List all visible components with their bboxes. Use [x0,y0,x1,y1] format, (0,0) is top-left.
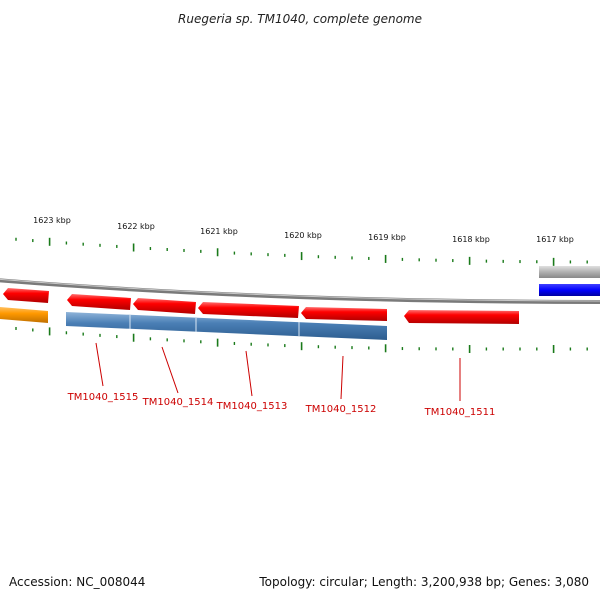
reverse-gene-band[interactable] [66,312,387,340]
scale-label-1621: 1621 kbp [200,227,238,236]
scale-label-1623: 1623 kbp [33,216,71,225]
forward-gene-1513[interactable] [198,302,299,318]
scale-label-1619: 1619 kbp [368,233,406,242]
scale-labels: 1623 kbp 1622 kbp 1621 kbp 1620 kbp 1619… [33,216,574,244]
accession-text: Accession: NC_008044 [9,575,146,589]
forward-gene-1512[interactable] [301,307,387,321]
inner-scale-ticks [15,326,588,353]
gene-label-1514[interactable]: TM1040_1514 [142,397,214,408]
genome-title: Ruegeria sp. TM1040, complete genome [178,12,422,26]
orange-feature[interactable] [0,307,48,323]
blue-feature[interactable] [539,284,600,296]
gene-label-1513[interactable]: TM1040_1513 [216,401,288,412]
gene-label-1515[interactable]: TM1040_1515 [67,392,139,403]
grey-feature[interactable] [539,266,600,278]
forward-gene-1511[interactable] [404,310,519,324]
gene-leader-lines [95,342,461,401]
forward-gene-1516[interactable] [3,288,49,303]
gene-label-1512[interactable]: TM1040_1512 [305,404,377,415]
forward-gene-1515[interactable] [67,294,131,310]
scale-label-1618: 1618 kbp [452,235,490,244]
scale-label-1617: 1617 kbp [536,235,574,244]
genome-summary-text: Topology: circular; Length: 3,200,938 bp… [259,575,589,589]
scale-label-1620: 1620 kbp [284,231,322,240]
genome-backbone [0,278,600,304]
gene-labels: TM1040_1515 TM1040_1514 TM1040_1513 TM10… [67,392,496,418]
outer-scale-ticks [15,237,588,266]
scale-label-1622: 1622 kbp [117,222,155,231]
forward-gene-1514[interactable] [133,298,196,314]
gene-label-1511[interactable]: TM1040_1511 [424,407,496,418]
